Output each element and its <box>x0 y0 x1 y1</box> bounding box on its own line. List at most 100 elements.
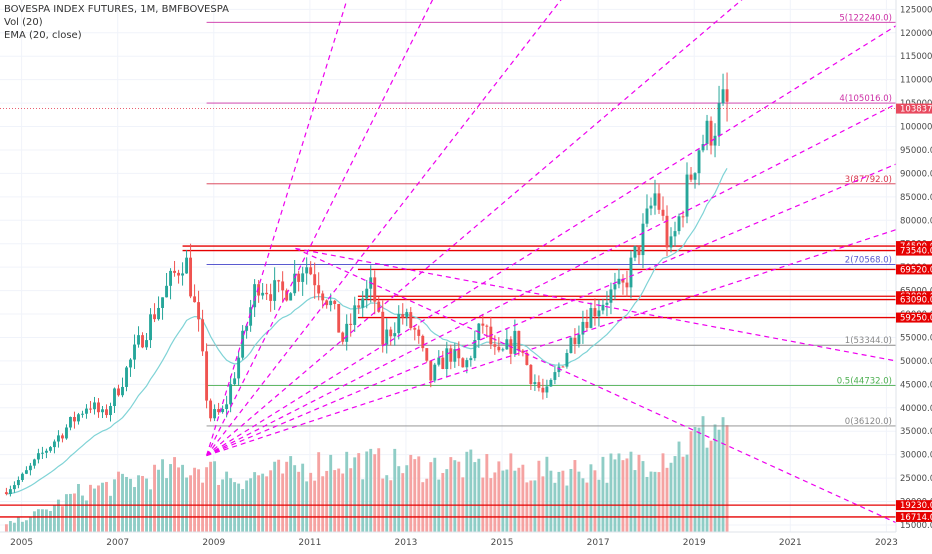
volume-bar <box>553 482 557 532</box>
candle-body <box>693 173 697 180</box>
volume-bar <box>173 457 176 532</box>
candle-body <box>401 314 405 318</box>
volume-bar <box>301 463 305 532</box>
candle-body <box>721 89 725 104</box>
volume-bar <box>485 454 489 532</box>
level-badge <box>896 245 932 256</box>
ema-line <box>6 168 728 495</box>
candle-body <box>32 459 36 466</box>
volume-bar <box>241 489 245 532</box>
candle-body <box>413 328 417 330</box>
trend-line <box>206 229 897 457</box>
volume-bar <box>529 480 533 532</box>
candle-body <box>77 414 80 422</box>
volume-bar <box>657 472 661 532</box>
volume-bar <box>289 456 293 532</box>
volume-bar <box>105 481 108 532</box>
volume-bar <box>265 476 269 532</box>
volume-bar <box>417 456 421 532</box>
candle-body <box>89 408 92 410</box>
level-badge-label: 69520.0 <box>900 265 932 275</box>
candle-body <box>329 300 333 306</box>
candle-body <box>425 348 429 361</box>
x-tick-label: 2015 <box>491 538 514 548</box>
volume-bar <box>697 427 701 532</box>
volume-bar <box>665 467 669 532</box>
volume-bar <box>149 489 152 532</box>
volume-bar <box>497 461 501 532</box>
candle-body <box>577 334 581 345</box>
candle-body <box>301 273 305 282</box>
volume-bar <box>205 467 209 532</box>
x-tick-label: 2021 <box>779 538 802 548</box>
candle-body <box>589 308 593 328</box>
volume-bar <box>209 461 213 532</box>
ema-indicator-label[interactable]: EMA (20, close) <box>4 30 82 41</box>
volume-bar <box>453 460 457 532</box>
volume-bar <box>693 426 697 532</box>
x-tick-label: 2007 <box>106 538 129 548</box>
level-badge-label: 73540.0 <box>900 247 932 257</box>
volume-bar <box>85 500 88 532</box>
x-tick-label: 2023 <box>875 538 898 548</box>
x-tick-label: 2009 <box>202 538 225 548</box>
volume-bar <box>557 471 561 532</box>
level-badge <box>896 294 932 305</box>
trend-line <box>206 103 897 457</box>
candle-body <box>377 301 381 312</box>
candle-body <box>297 273 301 282</box>
volume-bar <box>313 480 317 532</box>
candle-body <box>269 294 273 301</box>
horizontal-levels <box>0 245 896 518</box>
volume-bar <box>101 482 104 532</box>
volume-bar <box>577 471 581 532</box>
volume-bar <box>393 448 397 532</box>
volume-bar <box>433 457 437 532</box>
volume-bar <box>28 517 32 532</box>
candle-body <box>685 174 689 217</box>
candle-body <box>709 120 713 146</box>
x-tick-label: 2017 <box>587 538 610 548</box>
x-tick-label: 2019 <box>683 538 706 548</box>
volume-bar <box>12 522 16 532</box>
level-badge-label: 19230.0 <box>900 501 932 511</box>
volume-bar <box>329 454 333 532</box>
volume-bar <box>429 462 433 532</box>
candle-body <box>317 285 321 294</box>
trend-line <box>295 247 897 362</box>
y-tick-label: 35000.0 <box>900 427 932 437</box>
volume-bar <box>45 509 48 532</box>
volume-bar <box>181 464 185 532</box>
candle-body <box>597 310 601 317</box>
volume-bar <box>24 520 28 532</box>
candle-body <box>45 450 48 453</box>
volume-bar <box>36 509 40 532</box>
candle-body <box>237 357 241 379</box>
candle-body <box>713 135 717 146</box>
volume-bar <box>245 480 249 532</box>
volume-bar <box>601 456 605 532</box>
volume-bar <box>677 441 681 532</box>
candle-body <box>189 257 193 297</box>
volume-bar <box>593 470 597 532</box>
candle-body <box>621 278 625 283</box>
candle-body <box>361 298 365 308</box>
candle-body <box>561 366 565 368</box>
volume-bar <box>93 488 96 532</box>
candle-body <box>701 144 705 151</box>
x-tick-label: 2013 <box>395 538 418 548</box>
candle-body <box>661 209 665 216</box>
candle-body <box>521 350 525 353</box>
candle-body <box>53 441 56 448</box>
candle-body <box>365 288 369 299</box>
volume-bars <box>4 416 729 532</box>
volume-bar <box>161 459 164 532</box>
price-scale-bg <box>896 0 932 550</box>
candle-body <box>281 281 285 291</box>
volume-bar <box>465 451 469 532</box>
volume-bar <box>517 467 521 532</box>
vol-indicator-label[interactable]: Vol (20) <box>4 17 43 28</box>
